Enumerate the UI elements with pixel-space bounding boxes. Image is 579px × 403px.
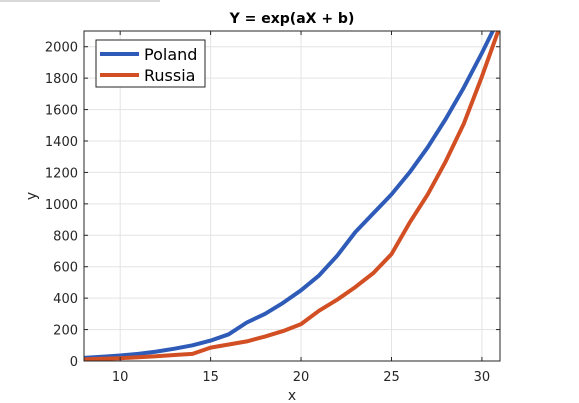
y-tick-label: 0 — [70, 355, 78, 370]
y-tick-label: 1800 — [45, 72, 78, 87]
series-line-russia — [84, 31, 500, 361]
legend: Poland Russia — [95, 39, 206, 88]
y-tick-label: 1600 — [45, 104, 78, 119]
legend-label-russia: Russia — [144, 66, 195, 85]
series-layer — [84, 31, 500, 361]
y-tick-label: 200 — [53, 324, 78, 339]
y-tick-label: 600 — [53, 261, 78, 276]
legend-label-poland: Poland — [144, 45, 197, 64]
ticks: 10 15 20 25 30 0 200 400 600 800 1000 1200 1400 1600 1… — [45, 31, 500, 385]
x-tick-label: 30 — [474, 370, 491, 385]
top-border-line — [0, 0, 160, 2]
x-tick-label: 25 — [383, 370, 400, 385]
legend-box — [95, 39, 206, 88]
y-tick-label: 1400 — [45, 135, 78, 150]
y-axis-label: y — [24, 192, 40, 200]
series-line-poland — [84, 31, 495, 360]
axes-box — [83, 30, 501, 362]
y-tick-label: 1000 — [45, 198, 78, 213]
x-axis-label: x — [288, 388, 296, 403]
x-tick-label: 15 — [202, 370, 219, 385]
y-tick-label: 800 — [53, 229, 78, 244]
y-tick-label: 2000 — [45, 41, 78, 56]
chart-title: Y = exp(aX + b) — [229, 11, 355, 27]
grid — [84, 31, 500, 362]
x-tick-label: 20 — [293, 370, 310, 385]
x-tick-label: 10 — [112, 370, 129, 385]
y-tick-label: 1200 — [45, 166, 78, 181]
y-tick-label: 400 — [53, 292, 78, 307]
